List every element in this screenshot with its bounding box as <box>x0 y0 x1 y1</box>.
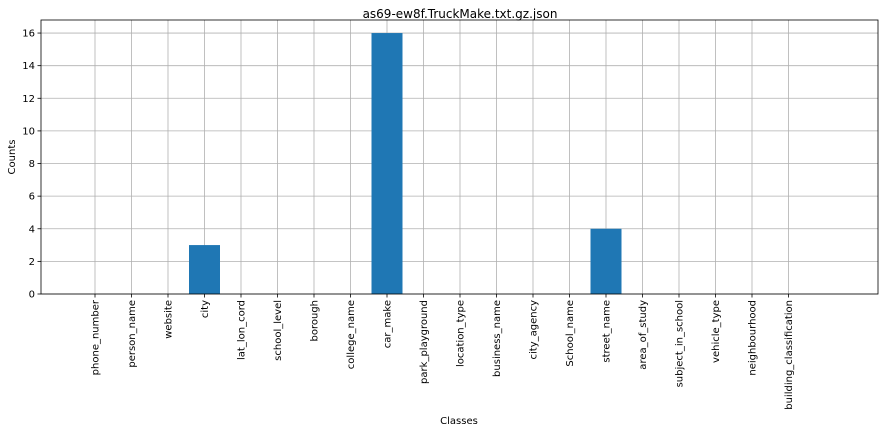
x-tick-label: building_classification <box>784 300 795 410</box>
grid-lines <box>41 20 878 295</box>
bar-city <box>189 245 220 294</box>
y-tick-label: 6 <box>29 192 35 203</box>
y-tick-label: 2 <box>29 257 35 268</box>
x-tick-label: city <box>200 300 211 318</box>
x-tick-label: school_level <box>273 300 284 361</box>
x-tick-label: phone_number <box>91 299 102 375</box>
bar-car_make <box>371 33 403 295</box>
y-tick-label: 16 <box>22 29 35 40</box>
y-tick-label: 12 <box>22 94 35 105</box>
x-axis: phone_number person_name website city lat_lo… <box>91 294 795 410</box>
x-tick-label: street_name <box>602 300 613 363</box>
x-axis-label: Classes <box>440 416 478 427</box>
x-tick-label: website <box>164 300 175 339</box>
x-tick-label: location_type <box>456 300 467 367</box>
x-tick-label: business_name <box>492 300 503 377</box>
chart-title: as69-ew8f.TruckMake.txt.gz.json <box>363 7 558 21</box>
x-tick-label: vehicle_type <box>711 300 722 363</box>
x-tick-label: lat_lon_cord <box>237 300 248 360</box>
x-tick-label: School_name <box>565 300 576 367</box>
y-axis-label: Counts <box>7 140 18 175</box>
x-tick-label: area_of_study <box>638 300 649 370</box>
x-tick-label: car_make <box>383 300 394 348</box>
x-tick-label: person_name <box>127 300 138 368</box>
plot-frame <box>40 19 879 295</box>
x-tick-label: city_agency <box>529 300 540 360</box>
y-tick-label: 8 <box>29 159 35 170</box>
bar-street_name <box>590 228 622 294</box>
y-axis: 0 2 4 6 8 10 12 14 16 <box>22 29 41 301</box>
y-tick-label: 10 <box>22 126 35 137</box>
x-tick-label: college_name <box>346 300 357 369</box>
x-tick-label: subject_in_school <box>675 300 686 387</box>
x-tick-label: park_playground <box>419 300 430 384</box>
x-tick-label: neighbourhood <box>748 300 759 376</box>
y-tick-label: 4 <box>29 224 35 235</box>
y-tick-label: 0 <box>29 290 35 301</box>
bars <box>189 33 622 295</box>
y-tick-label: 14 <box>22 61 35 72</box>
x-tick-label: borough <box>310 300 321 342</box>
